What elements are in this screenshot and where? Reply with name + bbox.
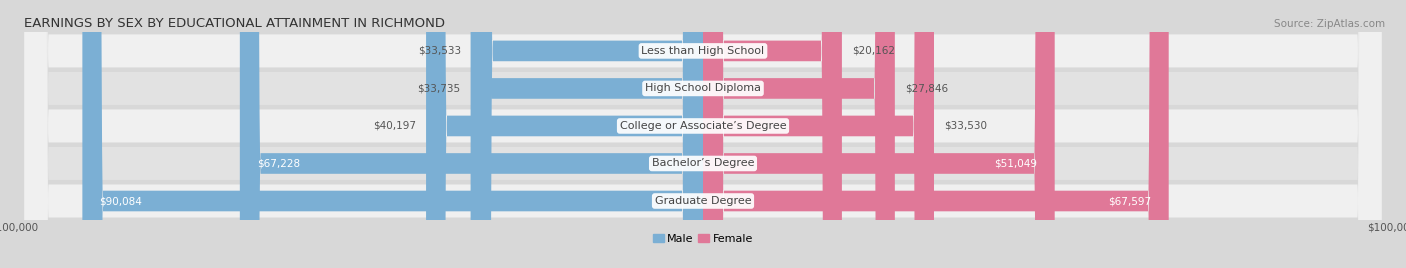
FancyBboxPatch shape	[426, 0, 703, 268]
Text: $27,846: $27,846	[905, 83, 948, 94]
Text: $90,084: $90,084	[100, 196, 142, 206]
FancyBboxPatch shape	[24, 0, 1382, 268]
FancyBboxPatch shape	[703, 0, 894, 268]
Text: EARNINGS BY SEX BY EDUCATIONAL ATTAINMENT IN RICHMOND: EARNINGS BY SEX BY EDUCATIONAL ATTAINMEN…	[24, 17, 446, 30]
Text: Source: ZipAtlas.com: Source: ZipAtlas.com	[1274, 19, 1385, 29]
Text: Less than High School: Less than High School	[641, 46, 765, 56]
FancyBboxPatch shape	[24, 0, 1382, 268]
FancyBboxPatch shape	[472, 0, 703, 268]
Text: $40,197: $40,197	[373, 121, 416, 131]
Text: $33,735: $33,735	[418, 83, 460, 94]
Legend: Male, Female: Male, Female	[648, 229, 758, 248]
Text: $33,530: $33,530	[945, 121, 987, 131]
Text: High School Diploma: High School Diploma	[645, 83, 761, 94]
Text: $67,597: $67,597	[1108, 196, 1152, 206]
Text: $20,162: $20,162	[852, 46, 896, 56]
FancyBboxPatch shape	[83, 0, 703, 268]
FancyBboxPatch shape	[24, 0, 1382, 268]
Text: College or Associate’s Degree: College or Associate’s Degree	[620, 121, 786, 131]
Text: $33,533: $33,533	[419, 46, 461, 56]
FancyBboxPatch shape	[471, 0, 703, 268]
FancyBboxPatch shape	[703, 0, 842, 268]
FancyBboxPatch shape	[703, 0, 1054, 268]
FancyBboxPatch shape	[240, 0, 703, 268]
Text: $51,049: $51,049	[994, 158, 1038, 169]
Text: Graduate Degree: Graduate Degree	[655, 196, 751, 206]
Text: $67,228: $67,228	[257, 158, 301, 169]
FancyBboxPatch shape	[703, 0, 1168, 268]
FancyBboxPatch shape	[24, 0, 1382, 268]
FancyBboxPatch shape	[703, 0, 934, 268]
FancyBboxPatch shape	[24, 0, 1382, 268]
Text: Bachelor’s Degree: Bachelor’s Degree	[652, 158, 754, 169]
